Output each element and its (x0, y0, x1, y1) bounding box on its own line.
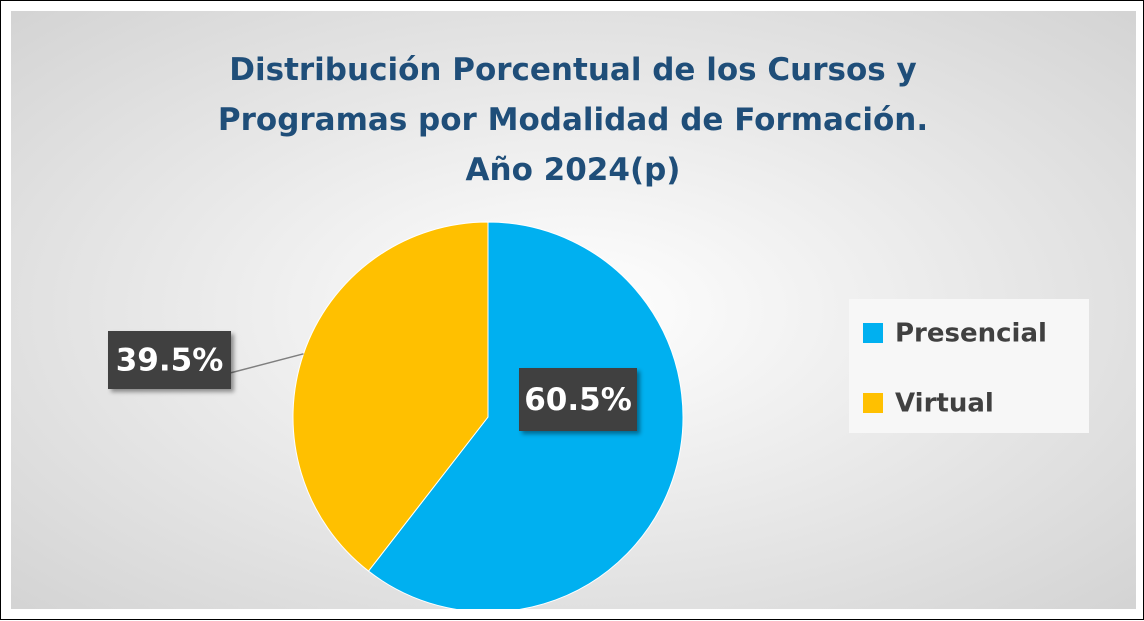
legend-label: Virtual (895, 389, 994, 419)
data-label-box (108, 331, 231, 389)
legend-swatch (863, 393, 883, 413)
legend-label: Presencial (895, 319, 1047, 349)
legend-swatch (863, 323, 883, 343)
data-label: 60.5% (524, 382, 632, 418)
data-label-box (519, 368, 637, 431)
pie-slice (292, 221, 489, 572)
data-label: 39.5% (116, 343, 224, 379)
leader-line (230, 353, 304, 374)
legend (849, 299, 1089, 433)
chart-title: Distribución Porcentual de los Cursos y … (217, 52, 929, 188)
